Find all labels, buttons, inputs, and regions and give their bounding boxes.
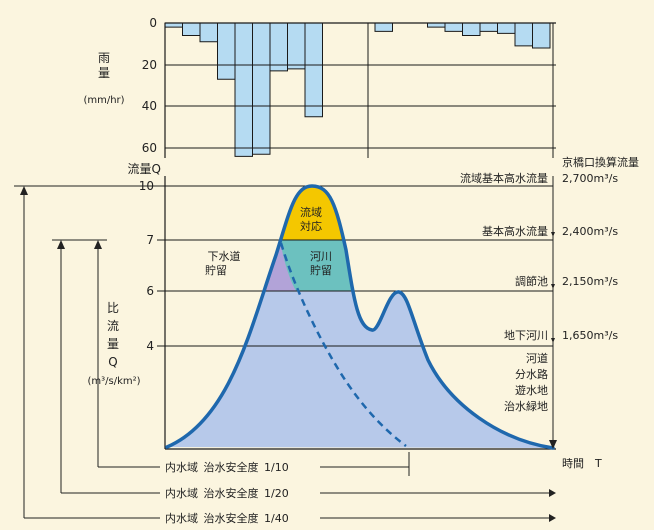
rain-tick-20: 20	[142, 58, 157, 72]
safety-brackets: 内水域 治水安全度 1/10 内水域 治水安全度 1/20 内水域 治水安全度 …	[14, 185, 556, 525]
sewer-storage-label-2: 貯留	[205, 264, 227, 277]
flow-tick-4: 4	[146, 339, 154, 353]
value-1650: 1,650m³/s	[562, 329, 618, 342]
specific-flow-char-1: 比	[107, 301, 119, 315]
bracket-1-10-arrowhead	[94, 240, 102, 249]
specific-flow-char-2: 流	[107, 319, 119, 333]
rainfall-chart: 0 20 40 60 雨量 (mm/hr)	[83, 16, 556, 158]
tick-arrow-215	[551, 284, 555, 289]
safety-row-1-40: 内水域 治水安全度 1/40	[165, 511, 289, 525]
underground-river-label: 地下河川	[504, 329, 548, 342]
rain-tick-40: 40	[142, 99, 157, 113]
specific-flow-char-3: 量	[107, 337, 119, 351]
flow-axis-title: 流量Q	[128, 162, 161, 176]
bracket-1-40-end-arrow	[549, 514, 556, 522]
value-arrow-head	[549, 440, 557, 449]
bracket-1-40-arrowhead	[20, 186, 28, 195]
hydrograph-fill	[167, 186, 553, 448]
river-storage-label-2: 貯留	[310, 264, 332, 277]
value-2700: 2,700m³/s	[562, 172, 618, 185]
basin-response-label-2: 対応	[300, 219, 322, 233]
kyobashi-value-panel: 京橋口換算流量 2,700m³/s 2,400m³/s 2,150m³/s 1,…	[549, 155, 639, 470]
flow-tick-7: 7	[146, 233, 154, 247]
bracket-1-20-arrowhead	[57, 240, 65, 249]
specific-flow-unit: (m³/s/km²)	[87, 376, 140, 387]
hydrograph-chart: 流域 対応 河川 貯留 下水道 貯留 10 7 6 4 流量Q 比 流 量 Q …	[87, 162, 556, 450]
bracket-1-20-end-arrow	[549, 489, 556, 497]
rain-tick-60: 60	[142, 141, 157, 155]
diversion-channel-label: 分水路	[515, 368, 548, 381]
safety-row-1-20: 内水域 治水安全度 1/20	[165, 486, 289, 500]
rain-axis-unit: (mm/hr)	[83, 95, 124, 106]
hydrograph-curve	[165, 184, 555, 450]
flood-green-land-label: 治水緑地	[504, 399, 548, 413]
retarding-basin-label: 遊水地	[515, 383, 548, 397]
safety-row-1-10: 内水域 治水安全度 1/10	[165, 460, 289, 474]
river-storage-label-1: 河川	[310, 250, 332, 263]
rain-axis-label: 雨量	[98, 51, 110, 80]
river-channel-label: 河道	[526, 351, 548, 365]
rain-tick-0: 0	[149, 16, 157, 30]
regulating-pond-label: 調節池	[515, 274, 548, 288]
rainfall-bars	[164, 22, 551, 157]
tick-arrow-165	[551, 338, 555, 343]
kyobashi-header: 京橋口換算流量	[562, 155, 639, 169]
value-2400: 2,400m³/s	[562, 225, 618, 238]
design-flood-label: 基本高水流量	[482, 224, 548, 238]
tick-arrow-240	[551, 232, 555, 237]
flow-tick-6: 6	[146, 284, 154, 298]
sewer-storage-label-1: 下水道	[208, 249, 241, 263]
value-2150: 2,150m³/s	[562, 275, 618, 288]
time-axis-label: 時間 T	[562, 457, 602, 470]
basin-response-label-1: 流域	[300, 205, 322, 219]
specific-flow-char-4: Q	[108, 355, 117, 369]
basin-design-flood-label: 流域基本高水流量	[460, 171, 548, 185]
